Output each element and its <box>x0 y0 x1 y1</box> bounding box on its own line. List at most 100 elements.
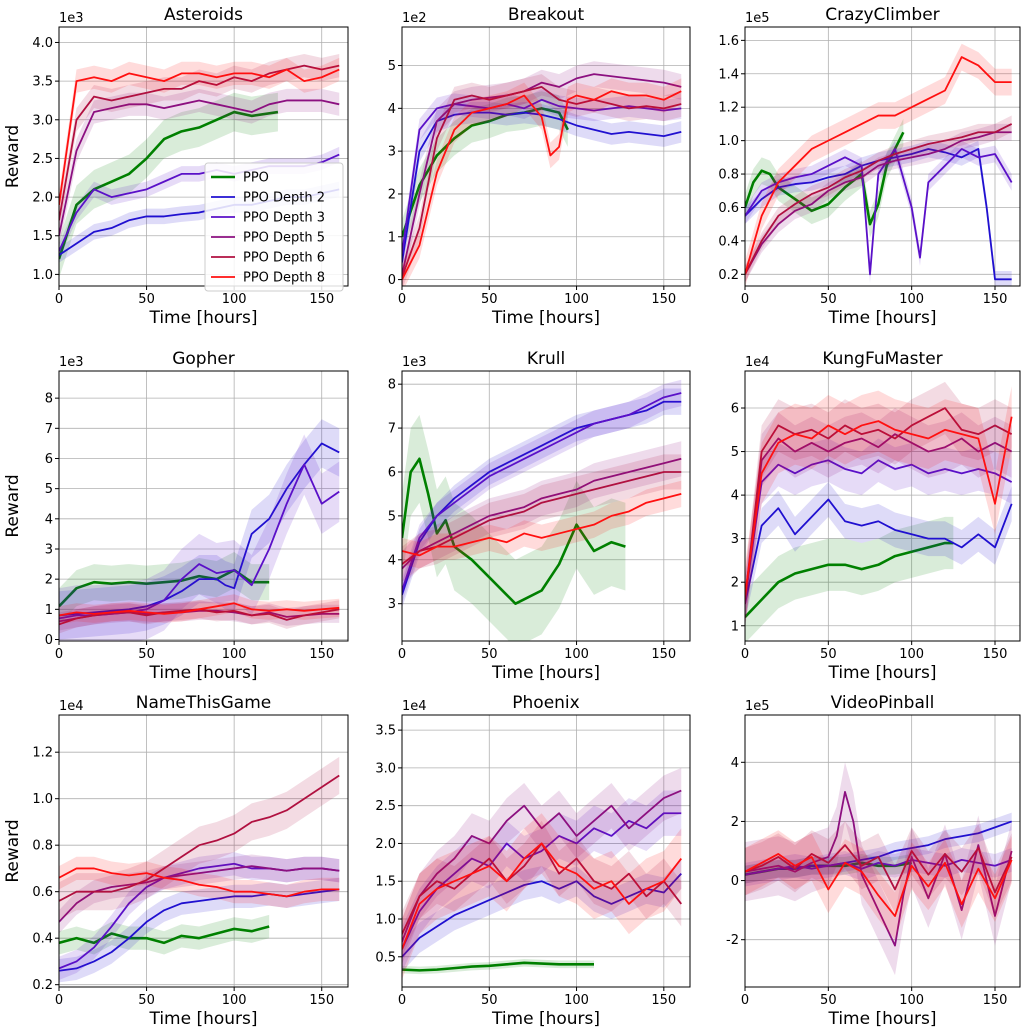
y-tick-label: 2 <box>731 576 739 591</box>
series-line <box>745 148 1013 276</box>
series-band <box>745 140 1012 283</box>
y-tick-label: 2.5 <box>32 152 53 167</box>
series-line <box>402 789 682 942</box>
series-line <box>59 68 340 205</box>
y-tick-label: 3 <box>45 542 53 557</box>
series-band <box>745 140 1012 286</box>
y-tick-label: 1 <box>388 230 396 245</box>
y-tick-label: 4 <box>388 553 396 568</box>
y-tick-label: -2 <box>726 933 739 948</box>
x-tick-label: 150 <box>651 647 676 662</box>
y-tick-label: 0.4 <box>718 234 739 249</box>
series-line <box>745 433 1013 605</box>
series-line <box>402 842 682 950</box>
chart-panel: 0 50 100 150 0.5 1.0 1.5 2.0 2.5 3.0 3.5 Phoenix 1e4… <box>375 693 691 1029</box>
x-tick-label: 100 <box>899 647 924 662</box>
x-tick-label: 50 <box>820 993 837 1008</box>
y-tick-label: 2 <box>388 187 396 202</box>
y-tick-label: 1 <box>45 603 53 618</box>
y-tick-label: 1 <box>731 619 739 634</box>
y-tick-label: 6 <box>45 452 53 467</box>
y-tick-label: 1.6 <box>718 34 739 49</box>
x-tick-label: 0 <box>398 647 406 662</box>
series-line <box>59 99 340 236</box>
x-axis-label: Time [hours] <box>827 1009 936 1029</box>
series-line <box>745 459 1013 600</box>
series-band <box>59 856 340 908</box>
series-band <box>402 480 682 569</box>
x-tick-label: 50 <box>481 292 498 307</box>
y-tick-label: 0.6 <box>32 885 53 900</box>
axis-multiplier: 1e4 <box>402 699 427 714</box>
series-line <box>402 493 682 557</box>
y-tick-label: 6 <box>388 465 396 480</box>
chart-panel: 0 50 100 150 0.2 0.4 0.6 0.8 1.0 1.2 NameThisGame 1… <box>3 693 349 1029</box>
series-band <box>402 767 682 965</box>
series-band <box>745 762 1012 976</box>
y-tick-label: 2.0 <box>375 837 396 852</box>
chart-title: Krull <box>527 349 565 369</box>
x-tick-label: 150 <box>651 292 676 307</box>
series-line <box>745 853 1013 917</box>
series-band <box>745 123 1012 283</box>
y-tick-label: 7 <box>45 422 53 437</box>
x-tick-label: 100 <box>899 993 924 1008</box>
plot-area <box>59 419 340 641</box>
series-line <box>745 844 1013 894</box>
series-line <box>745 56 1012 275</box>
series-band <box>745 118 904 238</box>
x-tick-label: 0 <box>741 292 749 307</box>
chart-title: Asteroids <box>164 5 243 25</box>
y-tick-label: 3.5 <box>375 724 396 739</box>
y-tick-label: 6 <box>731 402 739 417</box>
legend-entry: PPO Depth 8 <box>243 271 325 286</box>
series-band <box>745 821 1012 917</box>
y-tick-label: 4.0 <box>32 36 53 51</box>
axis-multiplier: 1e3 <box>59 355 84 370</box>
axis-multiplier: 1e2 <box>402 11 427 26</box>
series-line <box>402 961 594 972</box>
series-line <box>745 131 905 226</box>
series-band <box>402 441 682 587</box>
series-band <box>402 414 626 641</box>
y-tick-label: 3.5 <box>32 75 53 90</box>
y-tick-label: 2 <box>731 815 739 830</box>
series-band <box>59 57 340 217</box>
x-tick-label: 0 <box>741 647 749 662</box>
series-line <box>745 858 1012 876</box>
x-tick-label: 100 <box>564 292 589 307</box>
legend-entry: PPO Depth 2 <box>243 191 325 206</box>
x-tick-label: 100 <box>564 647 589 662</box>
series-band <box>402 813 682 980</box>
x-tick-label: 50 <box>138 647 155 662</box>
y-tick-label: 4 <box>731 756 739 771</box>
y-tick-label: 0 <box>45 633 53 648</box>
series-band <box>402 959 594 975</box>
y-tick-label: 0 <box>731 874 739 889</box>
y-tick-label: 0.4 <box>32 932 53 947</box>
y-axis-label: Reward <box>3 819 23 882</box>
y-tick-label: 4 <box>388 102 396 117</box>
plot-area <box>59 756 340 983</box>
y-tick-label: 1.2 <box>32 746 53 761</box>
y-tick-label: 1.5 <box>32 229 53 244</box>
axis-multiplier: 1e5 <box>745 11 770 26</box>
series-band <box>402 91 568 254</box>
series-band <box>402 61 682 286</box>
chart-panel: 0 50 100 150 0.2 0.4 0.6 0.8 1.0 1.2 1.4 1.6 CrazyCl… <box>718 5 1021 328</box>
plot-area <box>745 43 1013 286</box>
series-line <box>745 131 1012 275</box>
series-line <box>745 416 1013 596</box>
x-tick-label: 0 <box>398 292 406 307</box>
chart-panel: 0 50 100 150 0 1 2 3 4 5 Breakout 1e2 Time [hours] <box>388 5 691 328</box>
legend-box <box>204 162 344 292</box>
series-line <box>745 498 1013 605</box>
series-band <box>59 434 340 641</box>
series-line <box>402 111 682 263</box>
legend-entry: PPO Depth 6 <box>243 251 325 266</box>
x-tick-label: 50 <box>138 993 155 1008</box>
y-tick-label: 8 <box>45 392 53 407</box>
legend-entry: PPO Depth 3 <box>243 211 325 226</box>
x-axis-label: Time [hours] <box>827 663 936 683</box>
axes-frame <box>401 26 691 287</box>
